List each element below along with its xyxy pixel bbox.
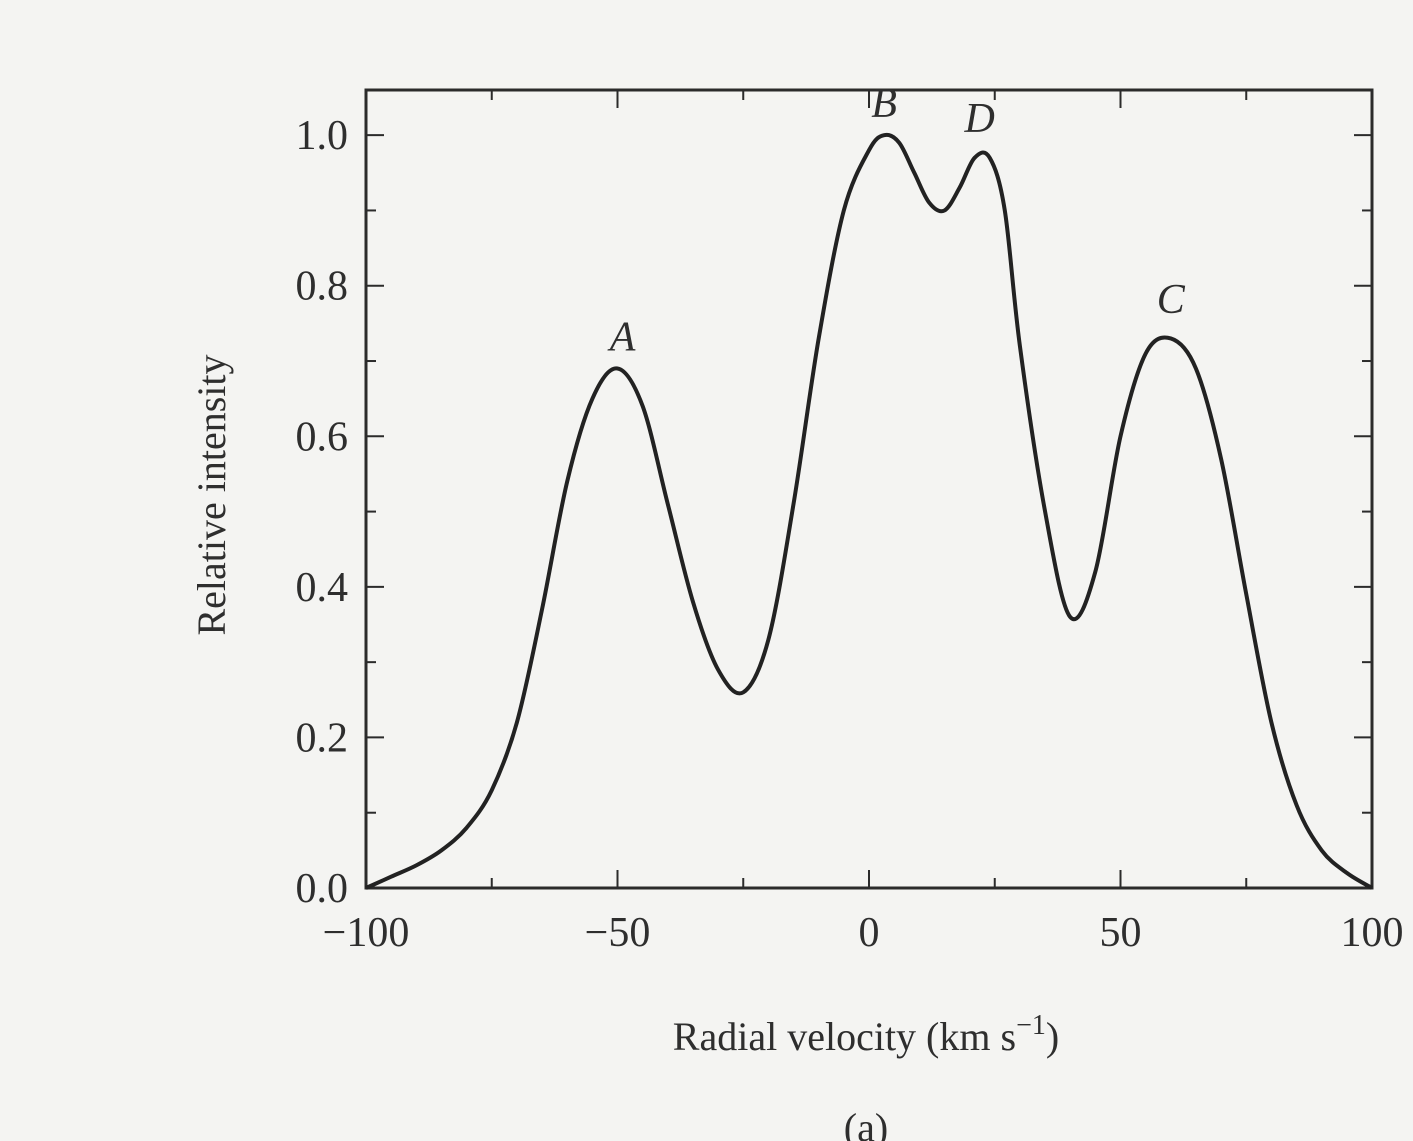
y-tick-labels: 0.0 0.2 0.4 0.6 0.8 1.0 (296, 113, 349, 912)
peak-label-a: A (607, 315, 636, 361)
y-tick-label: 0.8 (296, 264, 349, 310)
y-tick-label: 1.0 (296, 113, 349, 159)
figure-caption: (a) (844, 1105, 888, 1141)
intensity-curve (365, 132, 1374, 890)
y-tick-label: 0.4 (296, 565, 349, 611)
x-axis-title: Radial velocity (km s−1) (673, 1010, 1059, 1059)
x-axis-title-sup: −1 (1016, 1010, 1046, 1041)
x-tick-label: 100 (1341, 910, 1404, 956)
x-tick-label: 0 (859, 910, 880, 956)
plot-frame (364, 88, 1374, 890)
y-tick-label: 0.2 (296, 715, 349, 761)
y-axis-title: Relative intensity (189, 354, 234, 635)
peak-label-d: D (963, 96, 994, 142)
x-tick-label: −100 (323, 910, 410, 956)
peak-label-c: C (1157, 277, 1186, 323)
x-axis-title-main: Radial velocity (km s (673, 1014, 1016, 1059)
peak-label-b: B (871, 81, 897, 127)
y-tick-label: 0.0 (296, 866, 349, 912)
x-tick-labels: −100 −50 0 50 100 (323, 910, 1404, 956)
y-tick-label: 0.6 (296, 414, 349, 460)
peak-labels: A B D C (607, 81, 1186, 360)
x-tick-label: −50 (585, 910, 651, 956)
axis-ticks (365, 90, 1373, 889)
x-axis-title-close: ) (1046, 1014, 1059, 1059)
x-tick-label: 50 (1100, 910, 1142, 956)
